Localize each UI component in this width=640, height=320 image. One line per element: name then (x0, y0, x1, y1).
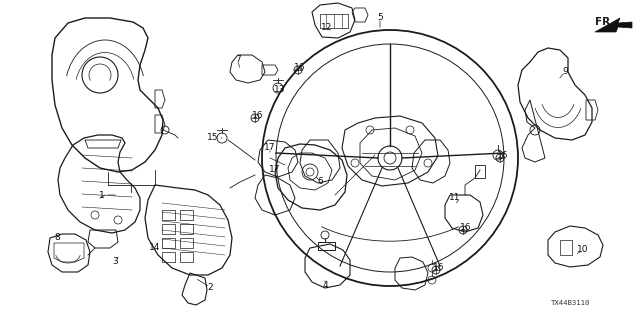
Text: 6: 6 (317, 178, 323, 187)
Text: 13: 13 (275, 85, 285, 94)
Text: 16: 16 (460, 223, 472, 233)
Text: 16: 16 (252, 110, 264, 119)
Text: 2: 2 (207, 283, 213, 292)
Text: 16: 16 (497, 150, 509, 159)
Text: TX44B3110: TX44B3110 (550, 300, 589, 306)
Text: 12: 12 (321, 23, 333, 33)
Text: 9: 9 (562, 68, 568, 76)
Text: 11: 11 (449, 194, 460, 203)
Text: FR.: FR. (595, 17, 614, 27)
Text: 4: 4 (322, 281, 328, 290)
Text: 16: 16 (433, 263, 445, 273)
Text: 15: 15 (207, 133, 218, 142)
Text: 16: 16 (294, 63, 306, 73)
Polygon shape (595, 18, 632, 32)
Text: 14: 14 (149, 244, 161, 252)
Text: 7: 7 (235, 55, 241, 65)
Text: 10: 10 (577, 245, 589, 254)
Text: 5: 5 (377, 13, 383, 22)
Text: 8: 8 (54, 234, 60, 243)
Text: 3: 3 (112, 257, 118, 266)
Text: 1: 1 (99, 190, 105, 199)
Text: 17: 17 (264, 143, 276, 153)
Text: 17: 17 (269, 165, 281, 174)
